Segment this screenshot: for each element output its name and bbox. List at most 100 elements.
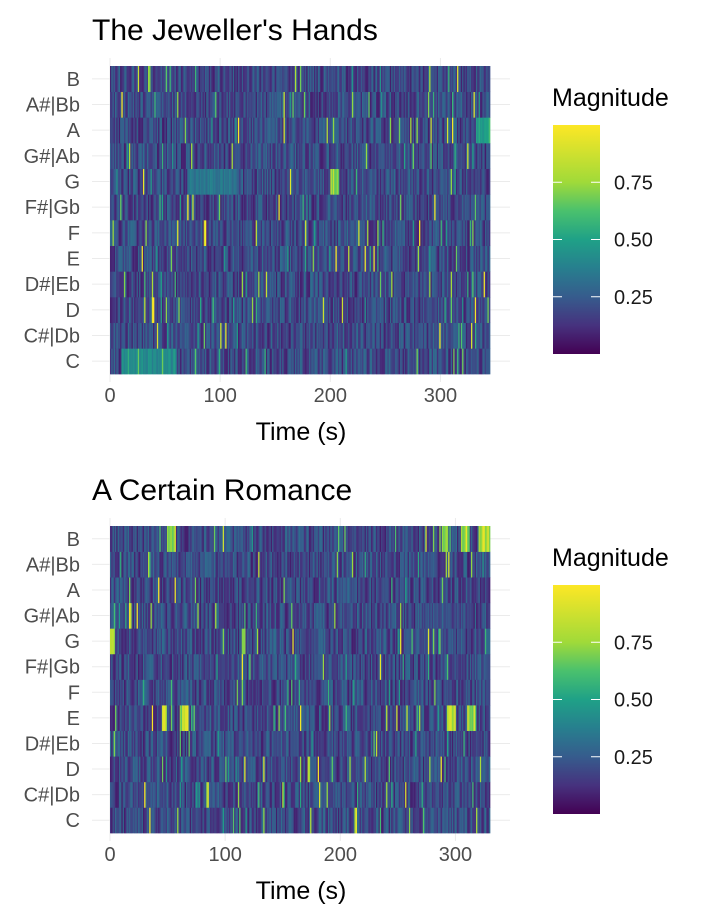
heatmap-cell: [140, 220, 143, 247]
heatmap-cell: [406, 117, 409, 144]
heatmap-cell: [263, 143, 265, 170]
heatmap-cell: [158, 781, 160, 808]
heatmap-cell: [199, 628, 202, 655]
heatmap-cell: [367, 91, 369, 118]
heatmap-cell: [184, 143, 187, 170]
heatmap-cell: [449, 271, 452, 298]
heatmap-cell: [158, 653, 160, 680]
heatmap-cell: [110, 91, 112, 118]
heatmap-cell: [331, 220, 334, 247]
heatmap-cell: [313, 143, 316, 170]
heatmap-cell: [226, 143, 229, 170]
heatmap-cell: [160, 117, 163, 144]
heatmap-cell: [483, 117, 486, 144]
heatmap-cell: [153, 297, 155, 324]
heatmap-cell: [273, 271, 276, 298]
heatmap-cell: [118, 628, 121, 655]
heatmap-cell: [259, 117, 262, 144]
heatmap-cell: [189, 756, 192, 783]
heatmap-cell: [240, 679, 243, 706]
heatmap-cell: [392, 91, 395, 118]
heatmap-cell: [396, 220, 398, 247]
heatmap-cell: [476, 66, 478, 93]
heatmap-cell: [182, 807, 184, 834]
heatmap-cell: [393, 66, 396, 93]
heatmap-cell: [205, 577, 207, 604]
heatmap-cell: [248, 653, 250, 680]
heatmap-cell: [486, 348, 488, 375]
heatmap-cell: [330, 168, 333, 195]
heatmap-cell: [207, 551, 210, 578]
heatmap-cell: [422, 245, 425, 272]
heatmap-cell: [244, 781, 246, 808]
heatmap-cell: [182, 117, 184, 144]
heatmap-cell: [307, 297, 310, 324]
heatmap-cell: [221, 807, 224, 834]
heatmap-cell: [263, 322, 265, 349]
heatmap-cell: [240, 322, 243, 349]
heatmap-cell: [267, 91, 269, 118]
heatmap-cell: [250, 117, 253, 144]
heatmap-cell: [212, 220, 215, 247]
heatmap-cell: [229, 551, 231, 578]
heatmap-cell: [212, 194, 215, 221]
heatmap-cell: [249, 756, 251, 783]
heatmap-cell: [321, 322, 324, 349]
heatmap-cell: [431, 245, 434, 272]
heatmap-cell: [227, 91, 230, 118]
heatmap-cell: [154, 781, 156, 808]
heatmap-cell: [231, 194, 234, 221]
heatmap-cell: [163, 602, 165, 629]
heatmap-cell: [248, 220, 250, 247]
heatmap-cell: [218, 348, 221, 375]
heatmap-cell: [259, 297, 262, 324]
heatmap-cell: [430, 297, 433, 324]
heatmap-cell: [215, 807, 217, 834]
heatmap-cell: [137, 168, 140, 195]
heatmap-cell: [239, 297, 241, 324]
heatmap-cell: [359, 322, 362, 349]
heatmap-cell: [362, 322, 364, 349]
heatmap-cell: [159, 730, 162, 757]
heatmap-cell: [307, 91, 310, 118]
heatmap-cell: [197, 168, 200, 195]
heatmap-cell: [155, 348, 158, 375]
heatmap-cell: [487, 117, 490, 144]
heatmap-cell: [135, 577, 137, 604]
heatmap-cell: [234, 348, 236, 375]
heatmap-cell: [196, 271, 198, 298]
heatmap-cell: [277, 143, 279, 170]
heatmap-cell: [156, 551, 159, 578]
heatmap-cell: [481, 66, 483, 93]
heatmap-cell: [476, 220, 478, 247]
heatmap-cell: [212, 602, 215, 629]
heatmap-cell: [402, 220, 405, 247]
heatmap-cell: [364, 220, 367, 247]
heatmap-cell: [141, 628, 144, 655]
heatmap-cell: [412, 91, 415, 118]
heatmap-cell: [112, 297, 115, 324]
heatmap-cell: [441, 271, 444, 298]
heatmap-cell: [255, 194, 258, 221]
heatmap-cell: [319, 66, 321, 93]
heatmap-cell: [131, 705, 134, 732]
heatmap-cell: [362, 194, 364, 221]
heatmap-cell: [263, 168, 265, 195]
heatmap-cell: [169, 577, 172, 604]
heatmap-cell: [205, 807, 207, 834]
heatmap-cell: [125, 781, 127, 808]
heatmap-cell: [235, 551, 238, 578]
heatmap-cell: [121, 730, 124, 757]
heatmap-cell: [346, 117, 349, 144]
heatmap-cell: [146, 807, 149, 834]
heatmap-cell: [193, 551, 196, 578]
heatmap-cell: [279, 220, 282, 247]
heatmap-cell: [241, 91, 244, 118]
heatmap-cell: [332, 220, 335, 247]
heatmap-cell: [370, 91, 373, 118]
heatmap-cell: [164, 807, 167, 834]
heatmap-cell: [168, 66, 170, 93]
heatmap-cell: [256, 66, 259, 93]
heatmap-cell: [245, 322, 248, 349]
heatmap-cell: [407, 117, 410, 144]
